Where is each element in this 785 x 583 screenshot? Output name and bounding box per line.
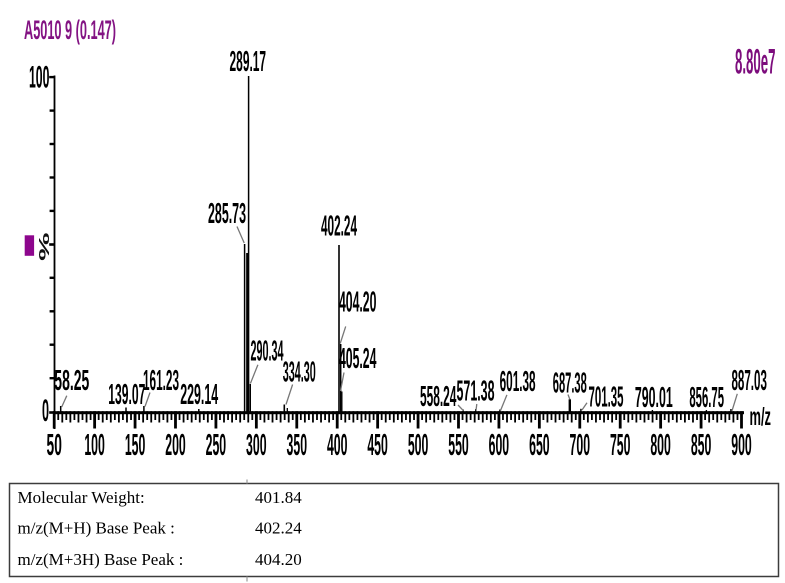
- svg-text:601.38: 601.38: [500, 366, 536, 398]
- svg-text:334.30: 334.30: [283, 357, 316, 389]
- svg-text:400: 400: [327, 427, 348, 462]
- svg-text:m/z(M+H) Base Peak :: m/z(M+H) Base Peak :: [18, 519, 175, 538]
- svg-text:50: 50: [47, 427, 62, 462]
- svg-text:150: 150: [125, 427, 146, 462]
- svg-text:550: 550: [448, 427, 469, 462]
- svg-text:700: 700: [570, 427, 591, 462]
- svg-text:402.24: 402.24: [255, 519, 302, 538]
- svg-text:450: 450: [367, 427, 388, 462]
- svg-text:900: 900: [731, 427, 752, 462]
- svg-text:856.75: 856.75: [689, 382, 724, 414]
- svg-text:402.24: 402.24: [321, 211, 357, 243]
- svg-text:0: 0: [42, 392, 49, 428]
- svg-text:285.73: 285.73: [208, 198, 246, 230]
- svg-text:%: %: [35, 233, 52, 262]
- svg-text:558.24: 558.24: [420, 381, 457, 413]
- svg-text:800: 800: [650, 427, 671, 462]
- svg-text:100: 100: [29, 59, 49, 95]
- svg-text:8.80e7: 8.80e7: [735, 43, 776, 82]
- svg-text:650: 650: [529, 427, 550, 462]
- svg-text:161.23: 161.23: [143, 365, 179, 397]
- svg-text:m/z: m/z: [750, 403, 772, 431]
- svg-text:290.34: 290.34: [251, 336, 284, 368]
- svg-text:750: 750: [610, 427, 631, 462]
- svg-text:790.01: 790.01: [635, 382, 673, 414]
- svg-text:404.20: 404.20: [339, 287, 377, 319]
- svg-text:200: 200: [165, 427, 186, 462]
- svg-text:289.17: 289.17: [230, 46, 267, 78]
- svg-text:300: 300: [246, 427, 267, 462]
- svg-text:687.38: 687.38: [553, 368, 587, 400]
- svg-text:887.03: 887.03: [732, 365, 767, 397]
- svg-text:350: 350: [287, 427, 308, 462]
- svg-text:701.35: 701.35: [589, 382, 624, 414]
- svg-text:500: 500: [408, 427, 429, 462]
- svg-text:405.24: 405.24: [339, 343, 377, 375]
- svg-text:229.14: 229.14: [180, 379, 218, 411]
- svg-text:139.07: 139.07: [108, 379, 145, 411]
- svg-text:m/z(M+3H) Base Peak :: m/z(M+3H) Base Peak :: [18, 550, 184, 569]
- svg-text:58.25: 58.25: [54, 365, 89, 397]
- svg-text:571.38: 571.38: [457, 376, 495, 408]
- svg-text:Molecular Weight:: Molecular Weight:: [18, 488, 145, 507]
- svg-text:404.20: 404.20: [255, 550, 302, 569]
- svg-text:100: 100: [84, 427, 105, 462]
- svg-text:A5010 9 (0.147): A5010 9 (0.147): [24, 15, 116, 45]
- svg-text:850: 850: [691, 427, 712, 462]
- svg-text:250: 250: [206, 427, 227, 462]
- svg-text:600: 600: [489, 427, 510, 462]
- svg-text:401.84: 401.84: [255, 488, 302, 507]
